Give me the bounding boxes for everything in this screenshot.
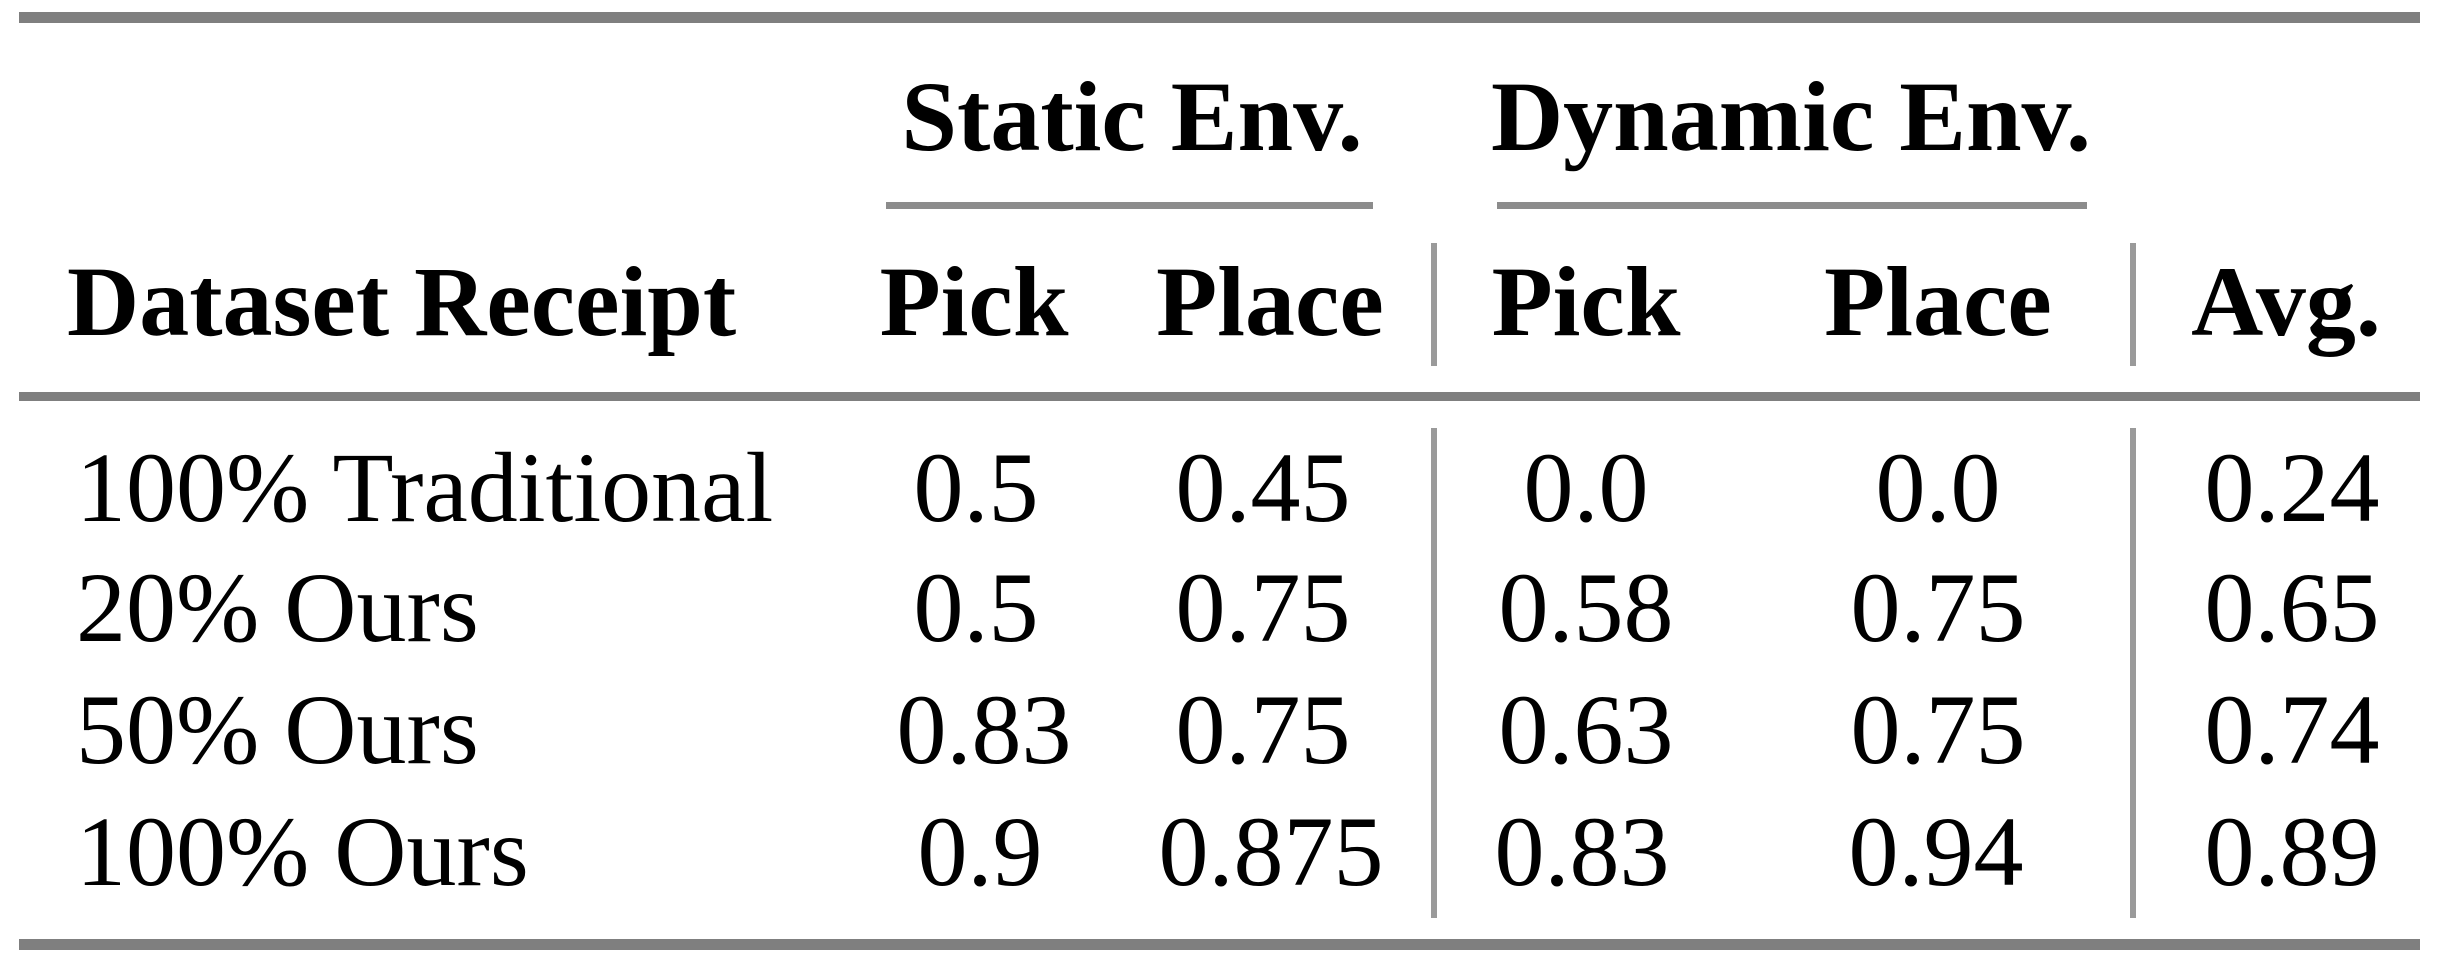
- cell-dynamic-place: 0.94: [1848, 796, 2024, 907]
- header-avg: Avg.: [2191, 246, 2381, 357]
- cmidrule-static-env: [886, 202, 1373, 209]
- vertical-rule-dynamic-avg-body: [2130, 428, 2136, 918]
- cell-dynamic-pick: 0.83: [1494, 796, 1670, 907]
- cell-avg: 0.65: [2204, 552, 2380, 663]
- vertical-rule-static-dynamic-body: [1431, 428, 1437, 918]
- bottom-rule: [19, 939, 2420, 950]
- vertical-rule-static-dynamic-header: [1431, 243, 1437, 366]
- mid-rule: [19, 392, 2420, 401]
- header-static-place: Place: [1156, 246, 1384, 357]
- cell-static-pick: 0.83: [896, 674, 1072, 785]
- cell-static-pick: 0.5: [913, 432, 1039, 543]
- cell-avg: 0.89: [2204, 796, 2380, 907]
- row-label: 100% Traditional: [76, 432, 774, 543]
- cell-static-pick: 0.5: [913, 552, 1039, 663]
- cell-dynamic-place: 0.75: [1850, 552, 2026, 663]
- cell-dynamic-place: 0.0: [1875, 432, 2001, 543]
- cell-dynamic-pick: 0.58: [1498, 552, 1674, 663]
- row-label: 50% Ours: [76, 674, 479, 785]
- top-rule: [19, 12, 2420, 23]
- header-dynamic-place: Place: [1824, 246, 2052, 357]
- header-dynamic-pick: Pick: [1491, 246, 1681, 357]
- cell-static-place: 0.875: [1158, 796, 1384, 907]
- cmidrule-dynamic-env: [1497, 202, 2087, 209]
- cell-static-place: 0.45: [1175, 432, 1351, 543]
- col-group-static-env: Static Env.: [901, 61, 1363, 172]
- cell-static-place: 0.75: [1175, 674, 1351, 785]
- header-static-pick: Pick: [879, 246, 1069, 357]
- cell-avg: 0.74: [2204, 674, 2380, 785]
- cell-dynamic-pick: 0.0: [1523, 432, 1649, 543]
- cell-avg: 0.24: [2204, 432, 2380, 543]
- row-label: 100% Ours: [76, 796, 529, 907]
- cell-static-place: 0.75: [1175, 552, 1351, 663]
- col-group-dynamic-env: Dynamic Env.: [1490, 61, 2092, 172]
- vertical-rule-dynamic-avg-header: [2130, 243, 2136, 366]
- cell-static-pick: 0.9: [917, 796, 1043, 907]
- header-dataset-receipt: Dataset Receipt: [67, 246, 737, 357]
- cell-dynamic-pick: 0.63: [1498, 674, 1674, 785]
- cell-dynamic-place: 0.75: [1850, 674, 2026, 785]
- row-label: 20% Ours: [76, 552, 479, 663]
